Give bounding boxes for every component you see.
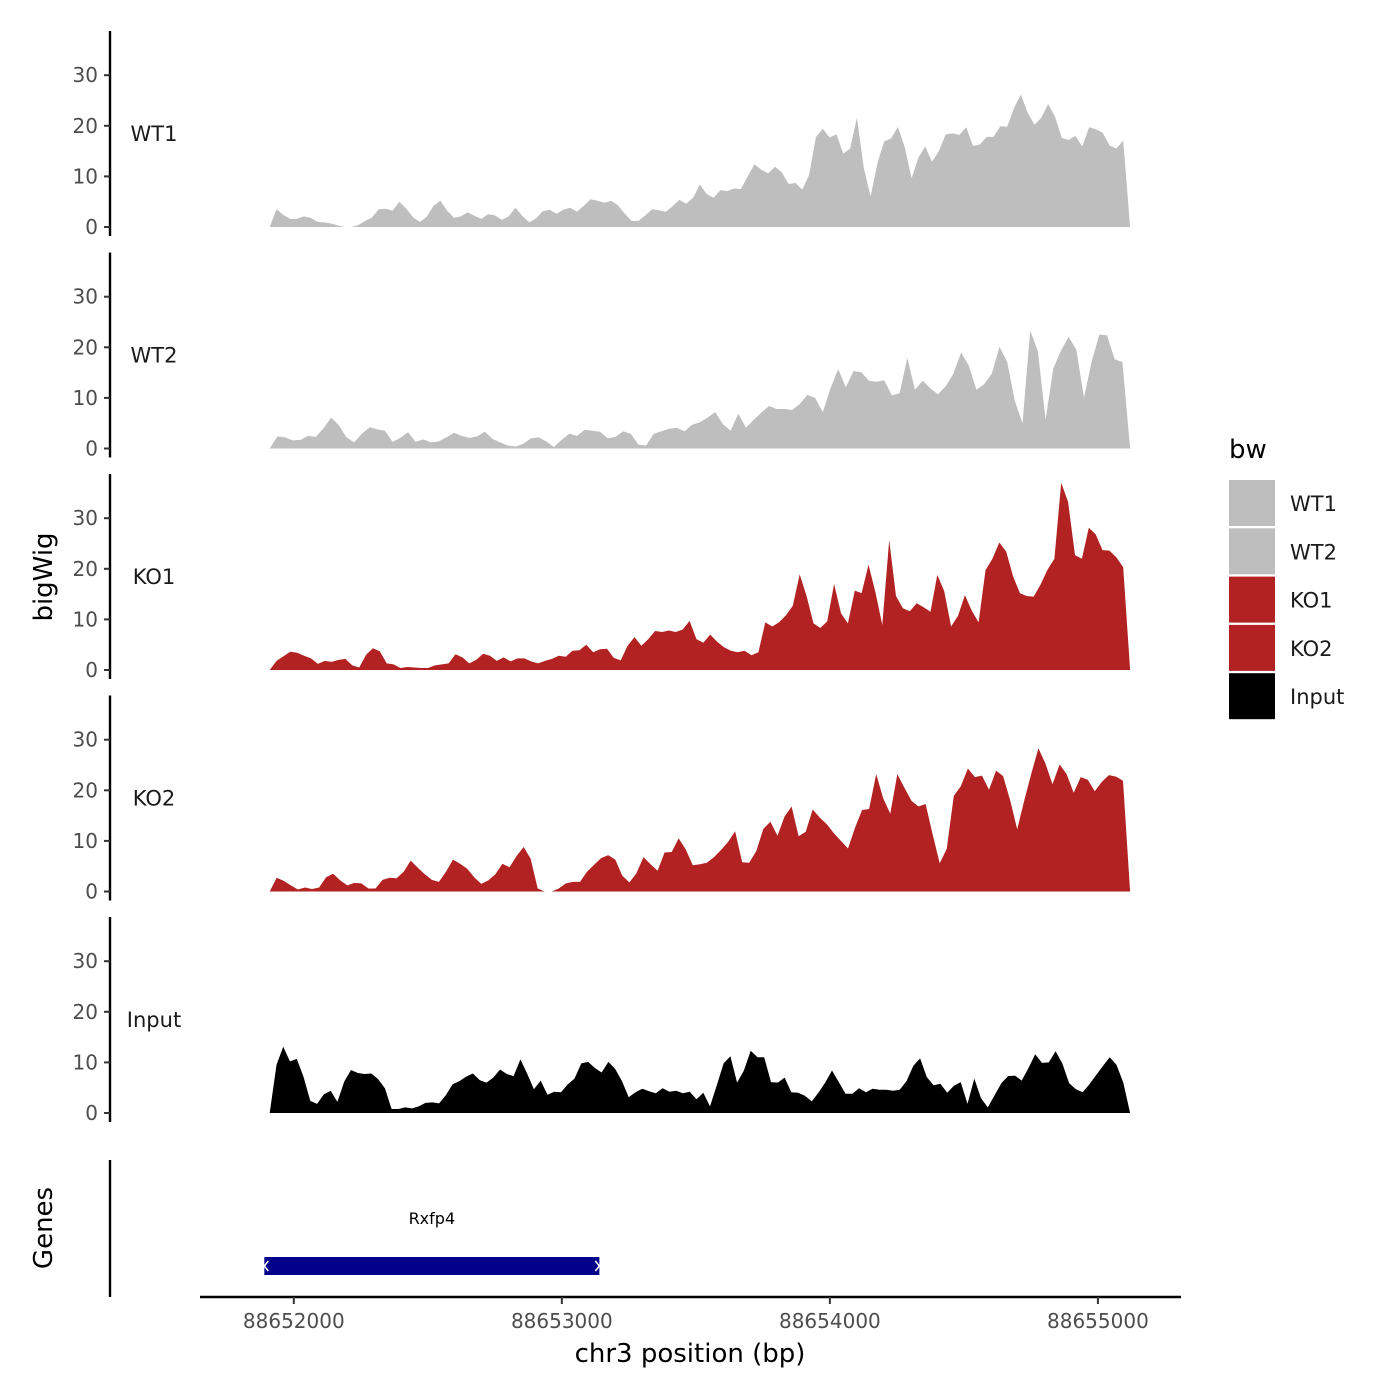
legend-swatch-ko1 [1229,576,1275,623]
area-ko2 [269,748,1131,892]
y-tick-label: 20 [73,557,98,581]
track-ko2: 0 10 20 30 KO2 [73,695,1131,904]
x-tick-label: 88653000 [511,1309,613,1333]
legend-swatch-wt2 [1229,528,1275,575]
track-wt2: 0 10 20 30 WT2 [73,252,1131,461]
legend: bw WT1 WT2 KO1 KO2 Input [1229,435,1344,720]
y-tick-label: 30 [73,728,98,752]
area-ko1 [269,482,1131,670]
y-tick-label: 20 [73,778,98,802]
x-tick-label: 88652000 [243,1309,345,1333]
track-label: KO2 [133,787,176,811]
signal-tracks: 0 10 20 30 WT1 0 10 20 30 WT2 0 10 20 30 KO1 0 10 20 30 KO2… [73,31,1131,1125]
x-axis: 88652000 88653000 88654000 88655000 [200,1295,1181,1333]
legend-label-wt2: WT2 [1290,540,1337,564]
y-tick-label: 0 [85,437,98,461]
legend-label-wt1: WT1 [1290,492,1337,516]
y-tick-label: 10 [73,829,98,853]
genes-panel: Rxfp4 [108,1160,601,1297]
track-label: WT1 [131,122,178,146]
gene-label: Rxfp4 [409,1209,456,1228]
x-tick-label: 88655000 [1047,1309,1149,1333]
track-label: WT2 [131,344,178,368]
legend-label-ko2: KO2 [1290,637,1333,661]
legend-label-input: Input [1290,685,1344,709]
track-label: Input [127,1008,181,1032]
track-ko1: 0 10 20 30 KO1 [73,474,1131,682]
y-tick-label: 20 [73,335,98,359]
area-wt1 [269,94,1131,228]
area-wt2 [269,330,1131,449]
y-tick-label: 0 [85,658,98,682]
y-tick-label: 30 [73,63,98,87]
genes-axis-title: Genes [29,1187,59,1269]
x-axis-title: chr3 position (bp) [575,1339,806,1369]
y-tick-label: 0 [85,1101,98,1125]
y-tick-label: 30 [73,949,98,973]
area-input [269,1046,1131,1113]
gene-strand-marks [263,1260,601,1272]
legend-swatch-wt1 [1229,480,1275,526]
y-tick-label: 0 [85,215,98,239]
legend-label-ko1: KO1 [1290,589,1333,613]
track-label: KO1 [133,565,176,589]
gene-body-rxfp4 [264,1257,600,1275]
track-wt1: 0 10 20 30 WT1 [73,31,1131,239]
y-tick-label: 10 [73,164,98,188]
y-tick-label: 20 [73,1000,98,1024]
y-axis-title: bigWig [29,532,59,621]
legend-title: bw [1229,435,1267,465]
legend-swatch-ko2 [1229,624,1275,671]
y-tick-label: 20 [73,114,98,138]
x-tick-label: 88654000 [779,1309,881,1333]
y-tick-label: 10 [73,386,98,410]
y-tick-label: 10 [73,1050,98,1074]
y-tick-label: 30 [73,506,98,530]
y-tick-label: 10 [73,607,98,631]
legend-swatch-input [1229,673,1275,720]
y-tick-label: 0 [85,880,98,904]
track-input: 0 10 20 30 Input [73,917,1131,1125]
y-tick-label: 30 [73,285,98,309]
